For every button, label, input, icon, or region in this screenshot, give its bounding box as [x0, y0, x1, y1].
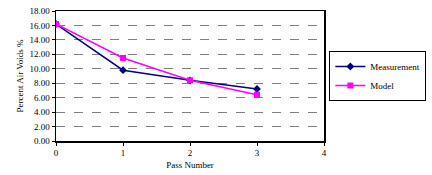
svg-text:2: 2	[188, 148, 193, 158]
svg-text:16.00: 16.00	[29, 21, 50, 31]
svg-text:1: 1	[121, 148, 126, 158]
svg-text:12.00: 12.00	[29, 49, 50, 59]
svg-text:4.00: 4.00	[34, 107, 50, 117]
svg-text:Pass Number: Pass Number	[166, 160, 214, 170]
svg-text:0.00: 0.00	[34, 136, 50, 146]
svg-text:Percent Air Voids %: Percent Air Voids %	[15, 39, 25, 112]
svg-text:Model: Model	[370, 81, 394, 91]
svg-text:Measurement: Measurement	[370, 62, 419, 72]
svg-text:4: 4	[322, 148, 327, 158]
svg-text:10.00: 10.00	[29, 64, 50, 74]
svg-text:8.00: 8.00	[34, 78, 50, 88]
svg-text:3: 3	[255, 148, 260, 158]
svg-text:18.00: 18.00	[29, 6, 50, 16]
svg-text:14.00: 14.00	[29, 35, 50, 45]
svg-text:0: 0	[54, 148, 59, 158]
svg-text:6.00: 6.00	[34, 93, 50, 103]
svg-text:2.00: 2.00	[34, 122, 50, 132]
